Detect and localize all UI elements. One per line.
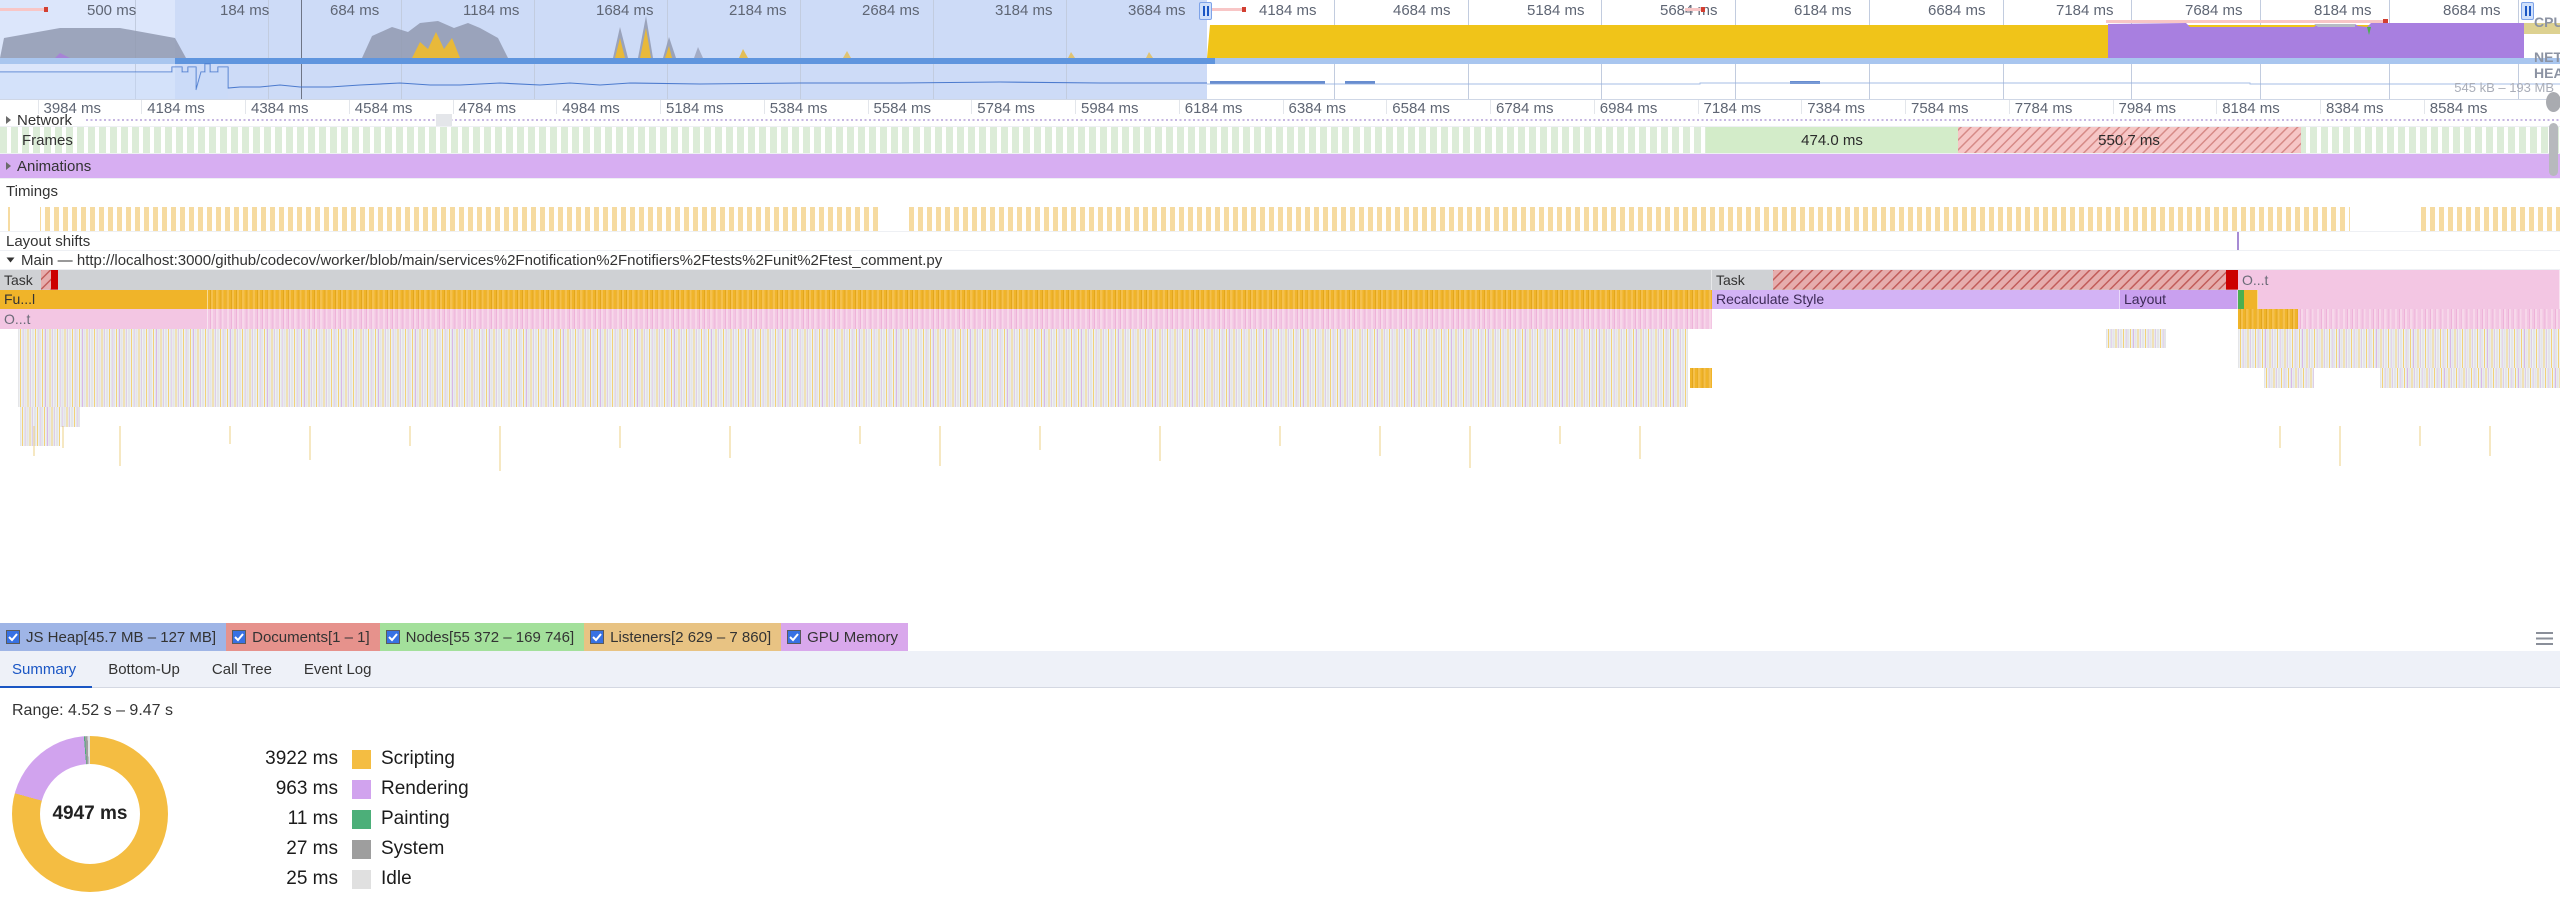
svg-text:474.0 ms: 474.0 ms: [1801, 132, 1863, 149]
svg-text:550.7 ms: 550.7 ms: [2098, 132, 2160, 149]
